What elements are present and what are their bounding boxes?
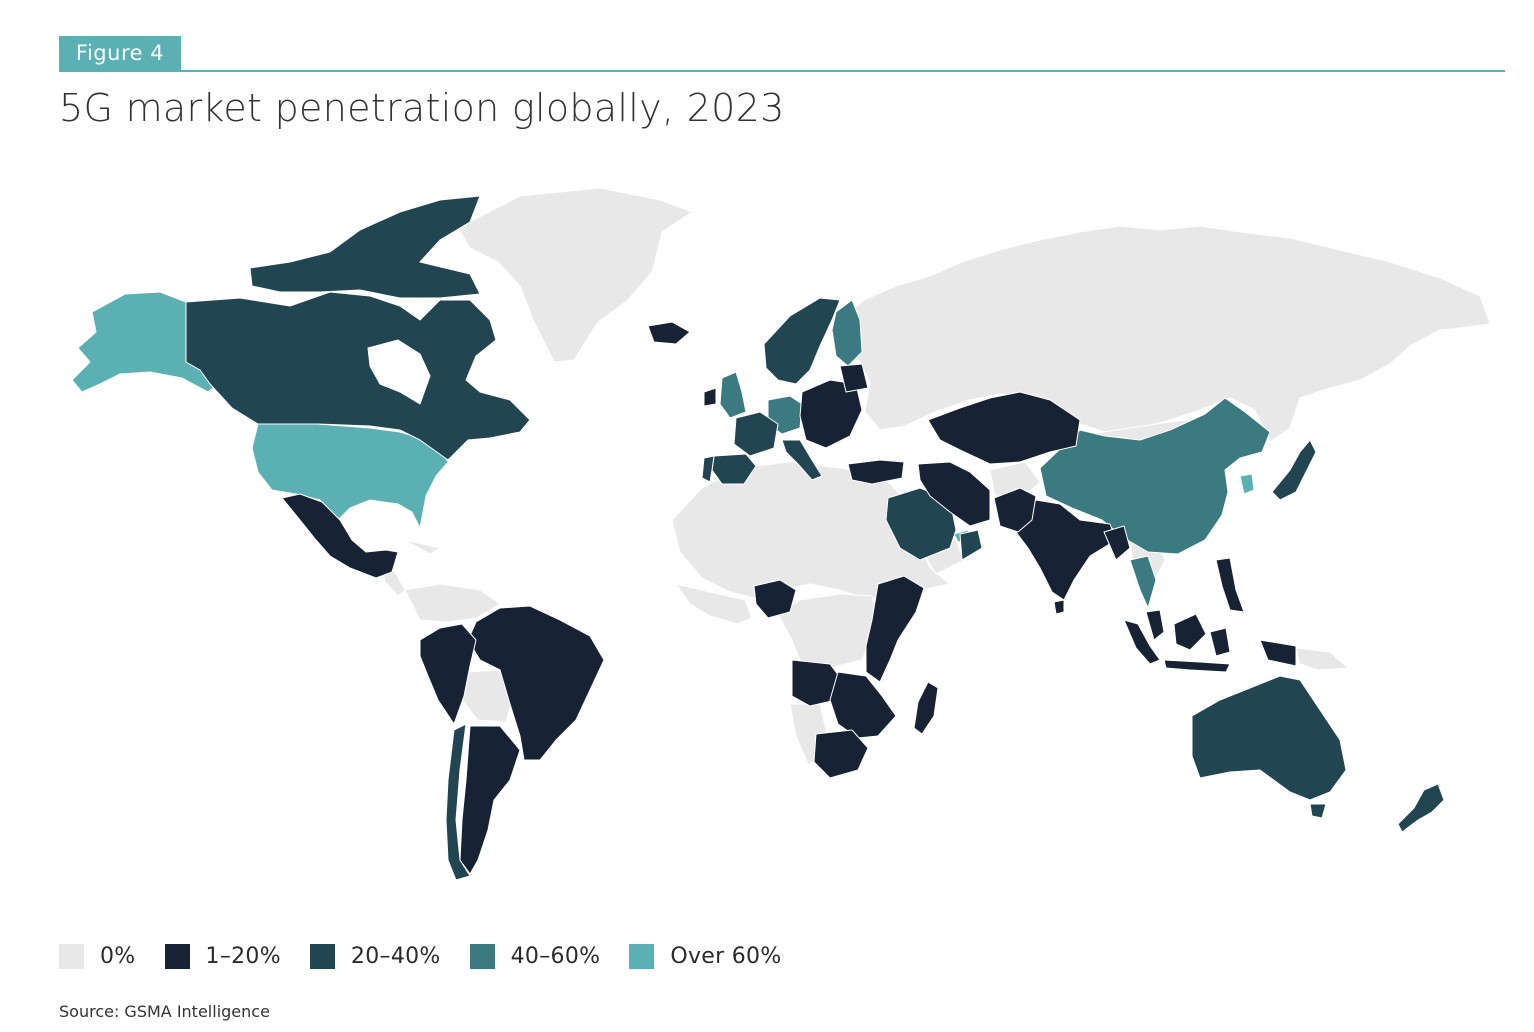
- region-uk: [719, 371, 747, 419]
- region-portugal: [701, 455, 715, 483]
- legend-swatch-4: [629, 943, 655, 969]
- region-russia: [837, 225, 1491, 443]
- region-indonesia-east: [1209, 627, 1231, 657]
- region-nigeria: [753, 579, 797, 619]
- region-iran: [917, 461, 991, 527]
- legend-item-3: 40–60%: [469, 943, 601, 969]
- legend-item-0: 0%: [59, 943, 136, 969]
- region-poland-central-eu: [799, 379, 863, 449]
- legend-item-2: 20–40%: [309, 943, 441, 969]
- region-zambia-mozambique: [829, 671, 897, 739]
- legend-label-1: 1–20%: [205, 943, 281, 969]
- legend-swatch-1: [164, 943, 190, 969]
- legend-item-4: Over 60%: [629, 943, 782, 969]
- region-west-africa: [675, 583, 753, 625]
- region-pakistan: [993, 487, 1037, 533]
- region-colombia-peru: [419, 623, 477, 725]
- region-brazil: [467, 605, 605, 761]
- region-italy: [781, 439, 823, 481]
- region-south-korea: [1239, 473, 1255, 495]
- region-indonesia-borneo: [1173, 613, 1207, 651]
- region-venezuela: [404, 583, 501, 623]
- region-finland: [831, 299, 863, 367]
- region-indonesia-java: [1163, 659, 1231, 673]
- region-east-africa: [865, 575, 925, 683]
- region-alaska: [71, 291, 219, 393]
- region-indonesia-papua: [1259, 639, 1297, 667]
- region-tasmania: [1309, 803, 1327, 819]
- region-new-zealand: [1397, 783, 1445, 833]
- region-madagascar: [913, 681, 939, 735]
- region-australia: [1191, 675, 1347, 801]
- figure-tag: Figure 4: [59, 36, 181, 71]
- region-greenland: [457, 187, 693, 363]
- region-ireland: [703, 387, 717, 407]
- map-legend: 0% 1–20% 20–40% 40–60% Over 60%: [59, 941, 811, 971]
- legend-label-2: 20–40%: [350, 943, 441, 969]
- region-png: [1295, 647, 1349, 671]
- legend-label-0: 0%: [100, 943, 136, 969]
- region-japan: [1271, 439, 1317, 501]
- region-france: [733, 411, 779, 457]
- region-philippines: [1215, 557, 1245, 613]
- region-canada-arctic: [249, 195, 481, 299]
- region-norway-sweden: [763, 297, 841, 385]
- region-canada: [185, 291, 531, 461]
- region-mexico: [281, 493, 399, 579]
- region-sri-lanka: [1053, 599, 1065, 615]
- legend-swatch-0: [59, 943, 84, 969]
- legend-swatch-2: [309, 943, 335, 969]
- region-indochina: [1103, 525, 1131, 561]
- region-south-africa: [813, 729, 869, 779]
- region-central-asia: [989, 461, 1041, 501]
- region-chile: [445, 723, 471, 881]
- region-oman: [959, 529, 983, 561]
- page-title: 5G market penetration globally, 2023: [59, 86, 785, 130]
- region-turkey: [847, 459, 905, 485]
- region-baltics: [839, 363, 869, 393]
- region-kazakhstan: [927, 391, 1081, 465]
- region-iceland: [647, 321, 691, 345]
- region-thailand: [1129, 555, 1157, 609]
- legend-label-3: 40–60%: [510, 943, 601, 969]
- legend-label-4: Over 60%: [670, 943, 782, 969]
- header-rule: [59, 70, 1505, 72]
- legend-item-1: 1–20%: [164, 943, 281, 969]
- legend-swatch-3: [469, 943, 495, 969]
- source-note: Source: GSMA Intelligence: [59, 1002, 270, 1021]
- region-argentina: [459, 725, 521, 875]
- region-caribbean: [404, 539, 441, 555]
- region-hudson-bay: [367, 339, 431, 405]
- region-malaysia: [1145, 609, 1165, 641]
- region-united-states: [251, 423, 449, 529]
- region-indonesia-sumatra: [1123, 619, 1161, 665]
- region-central-africa: [777, 593, 879, 669]
- region-india: [1015, 499, 1117, 601]
